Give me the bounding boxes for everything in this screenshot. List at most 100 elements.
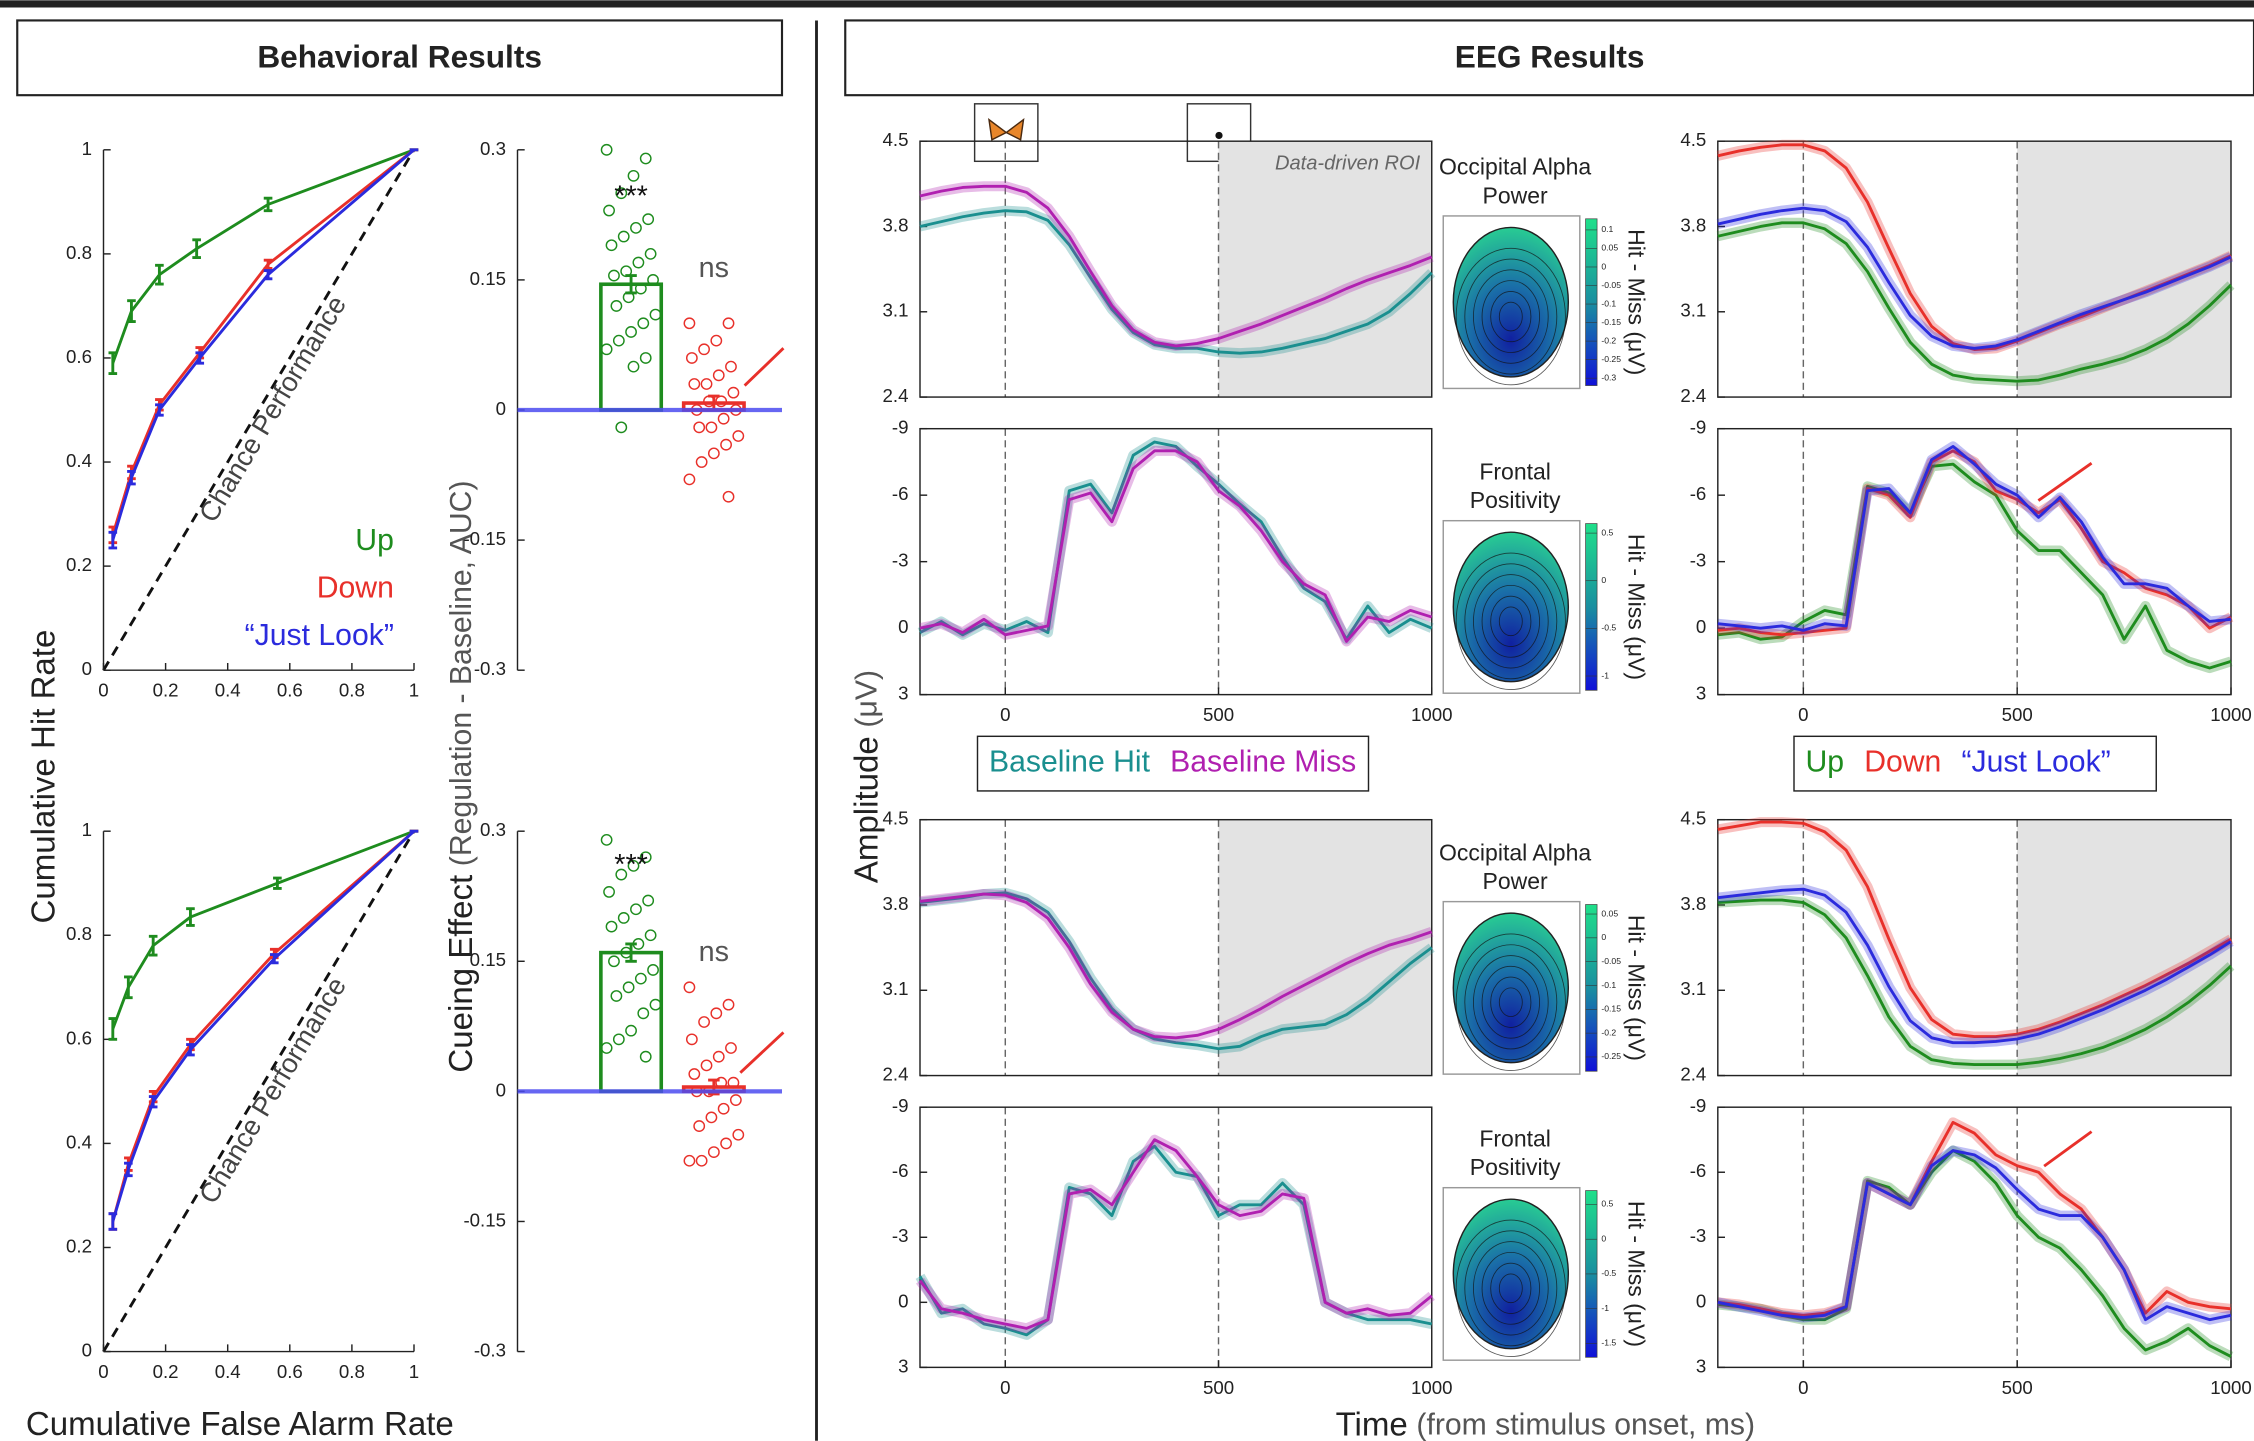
- error-bar: [155, 263, 164, 286]
- subject-point: [717, 412, 730, 425]
- colorbar: [1585, 523, 1598, 691]
- y-tick-label: -3: [1690, 1225, 1707, 1246]
- contour: [1481, 584, 1540, 658]
- series-line: [1717, 887, 2232, 1045]
- contour: [1473, 955, 1549, 1050]
- y-tick-label: 0.6: [66, 1027, 92, 1048]
- subject-point: [632, 256, 645, 269]
- x-tick-label: 0.2: [153, 1361, 179, 1382]
- subject-point: [600, 833, 613, 846]
- y-tick-label: 4.5: [1680, 808, 1706, 829]
- y-tick-label: -9: [1690, 417, 1707, 438]
- colorbar: [1585, 218, 1598, 386]
- subject-point: [729, 1094, 742, 1106]
- subject-point: [608, 269, 620, 282]
- series-line: [919, 184, 1433, 348]
- annotation: Chance Performance: [193, 972, 352, 1209]
- x-tick-label: 0.8: [339, 680, 365, 701]
- subject-point: [634, 282, 647, 295]
- subject-point: [625, 1024, 637, 1037]
- colorbar-label: Hit - Miss (μV): [1623, 229, 1649, 375]
- legend-entry: Up: [1806, 746, 1845, 779]
- bar: [599, 282, 664, 412]
- subject-point: [712, 1050, 725, 1063]
- contour: [1464, 258, 1558, 375]
- y-tick-label: 4.5: [883, 808, 909, 829]
- colorbar-label: Hit - Miss (μV): [1623, 534, 1649, 680]
- subject-point: [712, 369, 725, 382]
- top-bar: [0, 0, 2254, 8]
- colorbar-tick-label: -0.2: [1601, 335, 1616, 345]
- roi-shade: [2017, 819, 2231, 1076]
- legend-entry: Baseline Miss: [1170, 746, 1356, 779]
- label-main: Cueing Effect: [443, 875, 480, 1073]
- series-line: [111, 829, 415, 1030]
- y-tick-label: 3: [1696, 1355, 1706, 1376]
- error-bar: [273, 876, 282, 890]
- subject-point: [710, 1007, 723, 1020]
- y-tick-label: 3.1: [1680, 978, 1706, 999]
- subject-point: [700, 1059, 713, 1072]
- y-tick-label: 1: [82, 138, 92, 159]
- subject-point: [615, 187, 628, 200]
- colorbar: [1585, 904, 1598, 1072]
- subject-point: [715, 395, 728, 408]
- y-tick-label: 0.15: [470, 268, 506, 289]
- y-tick-label: 0.2: [66, 554, 92, 575]
- topomap-title: Positivity: [1470, 1154, 1561, 1180]
- subject-point: [698, 343, 710, 356]
- topomap-title: Frontal: [1479, 458, 1551, 484]
- y-tick-label: 0: [1696, 616, 1706, 637]
- legend-box: [976, 735, 1370, 792]
- x-tick-label: 0: [98, 680, 108, 701]
- y-tick-label: 2.4: [883, 385, 909, 406]
- contour: [1473, 1241, 1549, 1336]
- x-tick-label: 1000: [1411, 704, 1453, 725]
- subject-point: [608, 955, 620, 968]
- contour: [1455, 1219, 1566, 1358]
- series-line: [111, 830, 415, 1222]
- y-tick-label: -9: [892, 1095, 909, 1116]
- line-band: [917, 436, 1434, 645]
- x-tick-label: 500: [2002, 1377, 2033, 1398]
- x-tick-label: 0.8: [339, 1361, 365, 1382]
- colorbar-tick-label: -0.25: [1601, 1051, 1621, 1061]
- error-bar: [263, 196, 273, 213]
- subject-point: [727, 386, 740, 399]
- colorbar-tick-label: -0.05: [1601, 280, 1621, 290]
- legend-entry: “Just Look”: [1961, 746, 2110, 779]
- y-axis-label: Cueing Effect (Regulation - Baseline, AUC…: [443, 480, 480, 1072]
- subject-point: [637, 317, 650, 330]
- contour: [1498, 1273, 1523, 1304]
- error-bar: [124, 975, 133, 1000]
- subject-point: [627, 859, 640, 872]
- annotation: Data-driven ROI: [1275, 153, 1421, 175]
- series-line: [1717, 1120, 2232, 1317]
- y-tick-label: -3: [892, 1225, 909, 1246]
- x-tick-label: 0.4: [215, 1361, 241, 1382]
- y-tick-label: 0.4: [66, 1131, 92, 1152]
- y-tick-label: 0.2: [66, 1235, 92, 1256]
- series-line: [919, 891, 1433, 1051]
- error-bar: [155, 403, 164, 417]
- legend-entry: Up: [355, 524, 394, 557]
- topomap-title: Occipital Alpha: [1439, 154, 1591, 180]
- subject-point: [647, 274, 659, 286]
- subject-point: [722, 998, 735, 1011]
- contour: [1473, 574, 1549, 669]
- x-tick-label: 1000: [2210, 704, 2252, 725]
- plot-frame: [919, 140, 1433, 398]
- topomap-title: Frontal: [1479, 1125, 1551, 1151]
- subject-point: [612, 1033, 625, 1046]
- subject-point: [707, 1146, 720, 1158]
- subject-point: [727, 1076, 740, 1089]
- subject-point: [637, 1007, 650, 1020]
- colorbar-tick-label: 0.05: [1601, 243, 1618, 253]
- series-line: [919, 209, 1433, 355]
- plot-frame: [1717, 818, 2232, 1077]
- series-line: [1717, 206, 2232, 350]
- subject-point: [700, 378, 713, 390]
- topomap-title: Occipital Alpha: [1439, 839, 1591, 865]
- subject-point: [639, 352, 652, 364]
